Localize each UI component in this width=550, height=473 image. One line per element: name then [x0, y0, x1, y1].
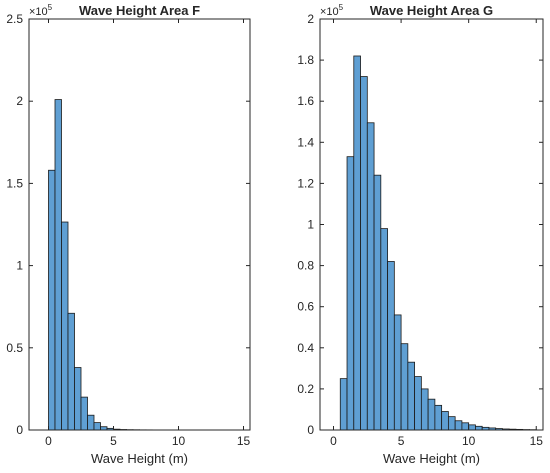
histogram-bar: [80, 396, 88, 431]
histogram-bar: [414, 376, 422, 431]
axes-box: [28, 18, 251, 431]
chart-area-g: Wave Height Area G 0 0.2 0.4 0.6 0.8 1 1.2 1.4 1…: [297, 3, 544, 466]
x-tick-label: 10: [172, 434, 186, 448]
histogram-bar: [61, 221, 69, 431]
y-tick-label: 1.5: [6, 176, 23, 190]
histogram-bar: [475, 425, 483, 431]
x-tick-label: 5: [398, 434, 405, 448]
y-axis-ticks: 0 0.5 1 1.5 2 2.5: [6, 12, 250, 437]
histogram-bar: [380, 228, 388, 431]
chart-title: Wave Height Area G: [370, 3, 493, 18]
histogram-bar: [360, 76, 368, 431]
exponent-power: 5: [48, 3, 53, 12]
x-tick-label: 15: [530, 434, 544, 448]
y-tick-label: 0.4: [297, 341, 314, 355]
x-tick-label: 0: [45, 434, 52, 448]
histogram-bar: [400, 343, 409, 431]
histogram-bar: [48, 169, 56, 431]
histogram-bar: [454, 420, 463, 431]
histogram-bar: [346, 156, 355, 431]
y-tick-label: 0: [16, 423, 23, 437]
y-tick-label: 1: [16, 259, 23, 273]
histogram-bar: [93, 422, 101, 431]
y-tick-label: 0.6: [297, 300, 314, 314]
histogram-bar: [393, 314, 402, 431]
histogram-bar: [468, 424, 476, 431]
x-tick-label: 15: [237, 434, 251, 448]
y-tick-label: 1.4: [297, 135, 314, 149]
histogram-bar: [420, 388, 429, 431]
x-axis-ticks: 0 5 10 15: [45, 19, 250, 448]
axes-box: [319, 18, 544, 431]
y-tick-label: 2.5: [6, 12, 23, 26]
y-tick-label: 1.6: [297, 94, 314, 108]
histogram-bar: [427, 398, 436, 431]
y-axis-exponent: ×105: [29, 3, 53, 18]
exponent-power: 5: [339, 3, 344, 12]
bars: [339, 55, 537, 431]
histogram-bar: [461, 422, 470, 431]
x-axis-label: Wave Height (m): [91, 451, 188, 466]
y-tick-label: 0.8: [297, 259, 314, 273]
chart-area-f: Wave Height Area F 0 0.5 1 1.5 2 2.5 0 5 10 15 W…: [6, 3, 251, 466]
histogram-bar: [87, 414, 95, 431]
y-tick-label: 0.5: [6, 341, 23, 355]
y-tick-label: 1.8: [297, 53, 314, 67]
histogram-bar: [407, 361, 416, 431]
y-axis-exponent: ×105: [320, 3, 344, 18]
histogram-bar: [387, 261, 395, 431]
bars: [48, 99, 179, 431]
y-tick-label: 0: [307, 423, 314, 437]
x-tick-label: 10: [462, 434, 476, 448]
histogram-bar: [54, 99, 62, 431]
x-axis-ticks: 0 5 10 15: [330, 19, 543, 448]
exponent-base: ×10: [320, 6, 339, 18]
y-tick-label: 1: [307, 218, 314, 232]
histogram-bar: [74, 367, 82, 431]
x-axis-label: Wave Height (m): [383, 451, 480, 466]
histogram-bar: [353, 55, 361, 431]
y-tick-label: 2: [307, 12, 314, 26]
y-tick-label: 1.2: [297, 176, 314, 190]
x-tick-label: 0: [330, 434, 337, 448]
y-tick-label: 2: [16, 94, 23, 108]
histogram-bar: [339, 378, 348, 431]
histogram-bar: [366, 122, 375, 431]
chart-title: Wave Height Area F: [79, 3, 200, 18]
histogram-bar: [434, 404, 443, 431]
y-axis-ticks: 0 0.2 0.4 0.6 0.8 1 1.2 1.4 1.6 1.8 2: [297, 12, 543, 437]
exponent-base: ×10: [29, 6, 48, 18]
histogram-bar: [447, 416, 456, 431]
histogram-bar: [67, 312, 75, 431]
y-tick-label: 0.2: [297, 382, 314, 396]
histogram-bar: [441, 411, 449, 431]
histogram-bar: [373, 174, 382, 431]
x-tick-label: 5: [110, 434, 117, 448]
